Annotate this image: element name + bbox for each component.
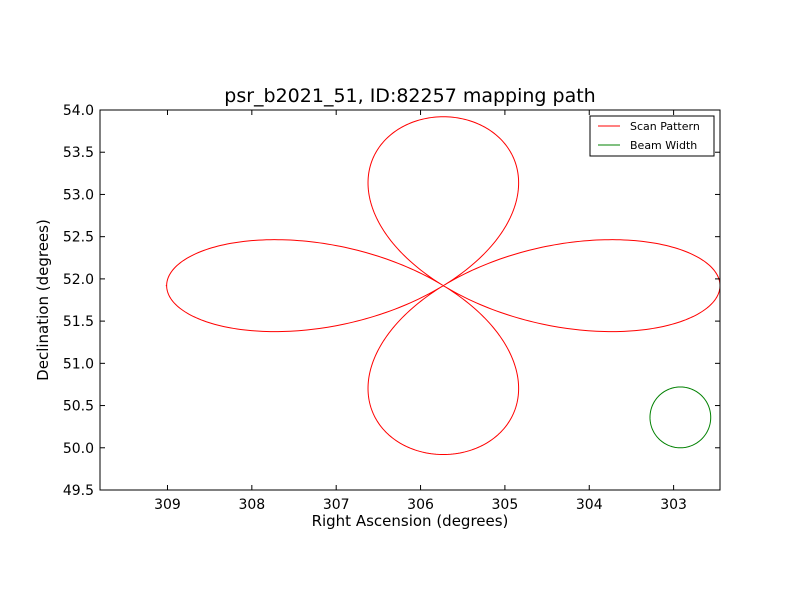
y-tick-label: 51.5 [63, 314, 94, 330]
y-axis-label: Declination (degrees) [34, 219, 52, 381]
x-axis-label: Right Ascension (degrees) [312, 512, 509, 530]
y-tick-label: 53.5 [63, 145, 94, 161]
y-tick-label: 54.0 [63, 103, 94, 119]
x-axis: 309 308 307 306 305 304 303 [154, 110, 687, 513]
x-tick-label: 306 [407, 497, 434, 513]
legend-label-scan-pattern: Scan Pattern [630, 120, 700, 133]
y-tick-label: 50.5 [63, 399, 94, 415]
y-tick-label: 52.0 [63, 272, 94, 288]
y-tick-label: 52.5 [63, 230, 94, 246]
beam-width-circle [649, 386, 712, 449]
y-tick-label: 50.0 [63, 441, 94, 457]
x-tick-label: 303 [660, 497, 687, 513]
y-tick-label: 51.0 [63, 356, 94, 372]
y-axis: 49.5 50.0 50.5 51.0 51.5 52.0 52.5 53.0 53.5 54.0 [63, 103, 720, 499]
x-tick-label: 305 [492, 497, 519, 513]
plot-area [99, 109, 721, 491]
legend-label-beam-width: Beam Width [630, 139, 697, 152]
plot-frame [99, 109, 721, 491]
plot-background [100, 110, 720, 490]
chart-title: psr_b2021_51, ID:82257 mapping path [224, 85, 595, 107]
y-tick-label: 49.5 [63, 483, 94, 499]
x-tick-label: 304 [576, 497, 603, 513]
legend: Scan Pattern Beam Width [589, 115, 715, 157]
x-tick-label: 307 [323, 497, 350, 513]
x-tick-label: 308 [238, 497, 265, 513]
y-tick-label: 53.0 [63, 187, 94, 203]
x-tick-label: 309 [154, 497, 181, 513]
legend-frame [589, 115, 715, 157]
